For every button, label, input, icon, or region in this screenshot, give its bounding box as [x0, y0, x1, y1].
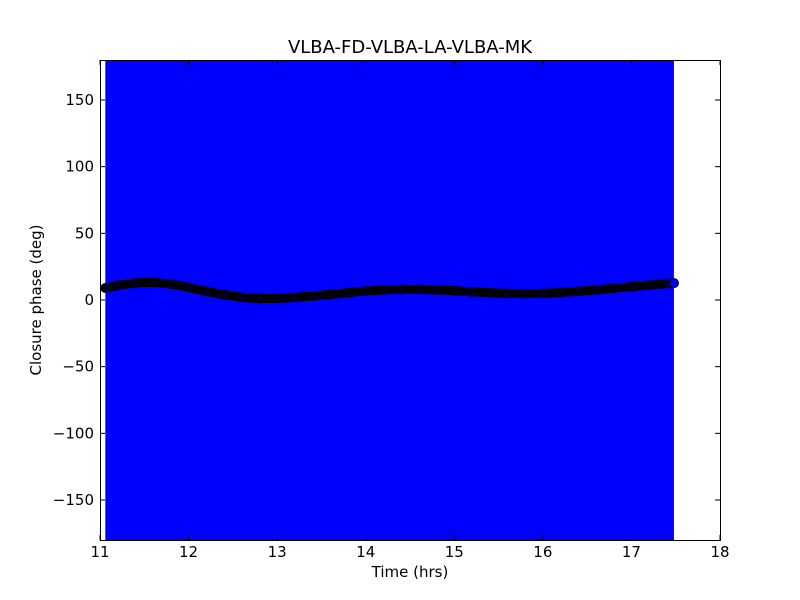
data-point	[449, 285, 460, 296]
data-point	[668, 278, 679, 289]
data-point	[591, 284, 601, 295]
x-tick-label: 15	[445, 543, 464, 561]
x-tick-label: 12	[179, 543, 198, 561]
data-point	[555, 287, 566, 298]
chart-title: VLBA-FD-VLBA-LA-VLBA-MK	[288, 37, 533, 58]
data-point	[165, 279, 176, 289]
data-point	[431, 284, 442, 295]
data-point	[100, 283, 111, 293]
data-point	[236, 292, 247, 303]
data-point	[307, 291, 318, 301]
error-band	[105, 60, 674, 540]
x-tick-label: 14	[356, 543, 375, 561]
x-tick-label: 18	[710, 543, 729, 561]
y-tick-label: 150	[65, 91, 94, 109]
data-point	[183, 282, 194, 293]
x-axis: 11 12 13 14 15 16 17 18	[90, 60, 730, 561]
data-point	[272, 293, 283, 304]
data-point	[148, 277, 159, 288]
data-point	[520, 288, 531, 299]
plot-area	[100, 60, 679, 540]
y-tick-label: 50	[75, 224, 94, 242]
data-point	[360, 286, 371, 297]
series-line	[100, 277, 679, 304]
y-tick-label: −150	[53, 491, 94, 509]
y-tick-label: −50	[62, 358, 94, 376]
x-tick-label: 11	[90, 543, 109, 561]
y-axis: 150 100 50 0 −50 −100 −150	[53, 91, 720, 509]
x-tick-label: 16	[533, 543, 552, 561]
y-tick-label: 0	[84, 291, 94, 309]
y-axis-label: Closure phase (deg)	[27, 225, 45, 376]
data-point	[378, 284, 389, 295]
data-point	[112, 280, 123, 291]
x-tick-label: 13	[268, 543, 287, 561]
data-point	[608, 283, 619, 294]
data-point	[626, 281, 637, 292]
data-point	[201, 286, 212, 297]
y-tick-label: −100	[53, 424, 94, 442]
data-point	[644, 280, 655, 291]
data-point	[254, 293, 265, 304]
data-point	[130, 277, 141, 288]
data-point	[343, 287, 353, 298]
x-axis-label: Time (hrs)	[371, 563, 449, 581]
data-point	[289, 292, 300, 303]
data-point	[484, 287, 495, 298]
data-point	[467, 286, 477, 297]
data-point	[396, 284, 407, 295]
data-point	[502, 288, 513, 299]
data-point	[325, 289, 336, 300]
x-tick-label: 17	[622, 543, 641, 561]
data-point	[537, 288, 548, 299]
y-tick-label: 100	[65, 158, 94, 176]
data-point	[219, 289, 229, 300]
data-point	[413, 284, 424, 295]
data-point	[573, 286, 584, 297]
